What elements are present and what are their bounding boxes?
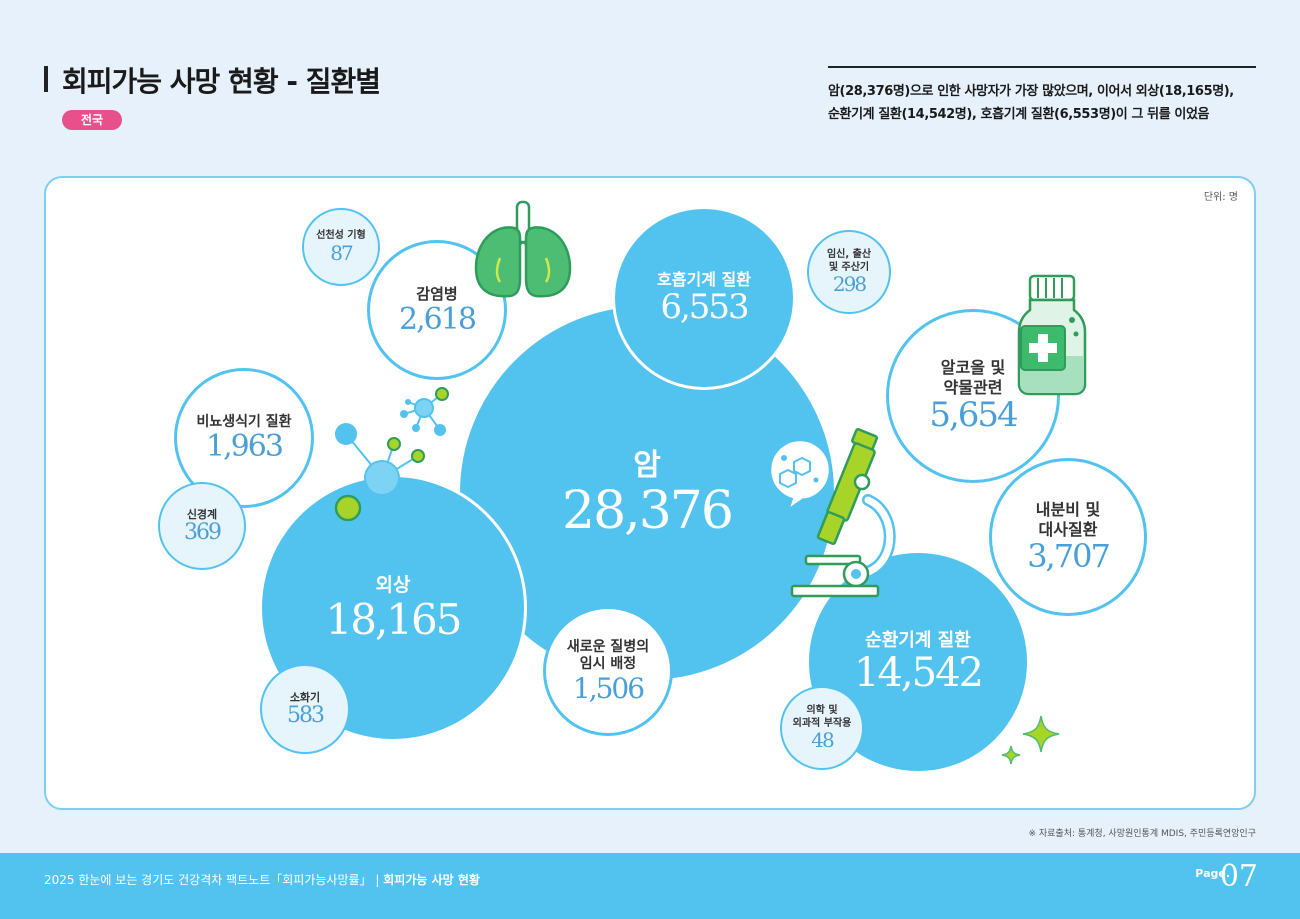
- trauma-label: 외상: [375, 574, 411, 597]
- source-note: ※ 자료출처: 통계청, 사망원인통계 MDIS, 주민등록연앙인구: [1028, 829, 1256, 839]
- alcohol-label-1: 알코올 및: [940, 358, 1006, 378]
- title-accent-bar: [44, 66, 48, 92]
- cancer-label: 암: [633, 447, 661, 483]
- footer-section: 회피가능 사망 현황: [383, 873, 480, 887]
- footer-publication: 2025 한눈에 보는 경기도 건강격차 팩트노트「회피가능사망률」 |: [44, 873, 380, 887]
- molecule-icon: [334, 387, 449, 522]
- nervous-value: 369: [184, 520, 222, 546]
- endocrine-value: 3,707: [1027, 537, 1111, 576]
- trauma-value: 18,165: [325, 594, 463, 644]
- page-label: Page.: [1195, 867, 1230, 880]
- respiratory-value: 6,553: [660, 287, 749, 328]
- genitourinary-value: 1,963: [206, 429, 284, 464]
- bubble-chart-panel: 단위: 명 암 28,376 외상 18,165 호흡기계 질환 6,553 순…: [44, 176, 1256, 810]
- medical-value: 48: [811, 728, 834, 752]
- footer-bar: 2025 한눈에 보는 경기도 건강격차 팩트노트「회피가능사망률」 | 회피가…: [0, 853, 1300, 919]
- infectious-value: 2,618: [399, 301, 477, 337]
- congenital-label: 선천성 기형: [316, 230, 366, 242]
- maternal-value: 298: [832, 272, 867, 296]
- bubble-new-disease: 새로운 질병의 임시 배정 1,506: [543, 606, 673, 736]
- alcohol-value: 5,654: [929, 395, 1018, 436]
- medical-label-2: 외과적 부작용: [792, 717, 852, 729]
- page-title: 회피가능 사망 현황 - 질환별: [62, 65, 381, 98]
- endocrine-label-1: 내분비 및: [1035, 500, 1101, 520]
- circulatory-label: 순환기계 질환: [865, 629, 971, 651]
- new-disease-label-1: 새로운 질병의: [566, 638, 650, 655]
- nervous-label: 신경계: [186, 507, 218, 521]
- digestive-label: 소화기: [289, 690, 321, 704]
- summary-line-2: 순환기계 질환(14,542명), 호흡기계 질환(6,553명)이 그 뒤를 …: [828, 107, 1210, 122]
- medical-label-1: 의학 및: [806, 705, 838, 716]
- microscope-icon: [768, 428, 896, 598]
- summary-text: 암(28,376명)으로 인한 사망자가 가장 많았으며, 이어서 외상(18,…: [828, 80, 1268, 126]
- circulatory-value: 14,542: [854, 650, 984, 697]
- sparkle-icon: [1001, 715, 1060, 765]
- endocrine-label-2: 대사질환: [1038, 520, 1098, 540]
- bubble-medical: 의학 및 외과적 부작용 48: [780, 686, 864, 770]
- footer-text: 2025 한눈에 보는 경기도 건강격차 팩트노트「회피가능사망률」 | 회피가…: [44, 871, 480, 888]
- genitourinary-label: 비뇨생식기 질환: [196, 413, 292, 430]
- bubble-respiratory: 호흡기계 질환 6,553: [612, 206, 796, 390]
- bubble-digestive: 소화기 583: [260, 664, 350, 754]
- digestive-value: 583: [287, 703, 325, 729]
- medicine-bottle-icon: [1017, 274, 1087, 396]
- bubble-nervous: 신경계 369: [158, 482, 246, 570]
- summary-line-1: 암(28,376명)으로 인한 사망자가 가장 많았으며, 이어서 외상(18,…: [828, 84, 1234, 99]
- respiratory-label: 호흡기계 질환: [657, 270, 751, 290]
- bubble-endocrine: 내분비 및 대사질환 3,707: [989, 458, 1147, 616]
- bubble-maternal: 임신, 출산 및 주산기 298: [807, 230, 891, 314]
- summary-divider: [828, 66, 1256, 68]
- maternal-label-2: 및 주산기: [828, 261, 870, 273]
- lungs-icon: [474, 200, 572, 298]
- congenital-value: 87: [330, 240, 353, 265]
- infectious-label: 감염병: [416, 284, 458, 303]
- bubble-congenital: 선천성 기형 87: [302, 208, 380, 286]
- new-disease-label-2: 임시 배정: [579, 656, 637, 673]
- page-number: 07: [1219, 859, 1258, 894]
- new-disease-value: 1,506: [572, 671, 645, 705]
- cancer-value: 28,376: [562, 481, 734, 542]
- maternal-label-1: 임신, 출산: [826, 249, 872, 260]
- region-badge: 전국: [62, 110, 122, 130]
- unit-label: 단위: 명: [1203, 192, 1238, 203]
- alcohol-label-2: 약물관련: [943, 378, 1003, 398]
